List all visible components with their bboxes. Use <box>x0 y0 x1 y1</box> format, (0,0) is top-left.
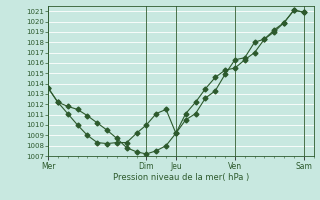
X-axis label: Pression niveau de la mer( hPa ): Pression niveau de la mer( hPa ) <box>113 173 249 182</box>
